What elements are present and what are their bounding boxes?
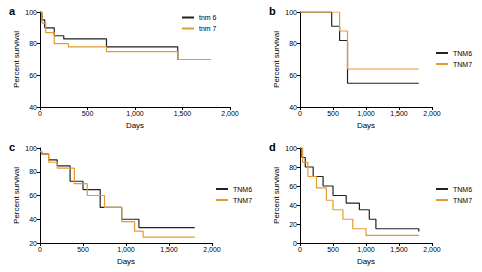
svg-text:20: 20 <box>289 221 297 228</box>
svg-text:60: 60 <box>289 72 297 79</box>
svg-text:TNM6: TNM6 <box>453 186 472 193</box>
svg-text:TNM7: TNM7 <box>453 197 472 204</box>
svg-text:1,500: 1,500 <box>174 110 192 117</box>
svg-text:1,000: 1,000 <box>126 110 144 117</box>
svg-text:tnm 6: tnm 6 <box>199 14 217 21</box>
svg-text:a: a <box>9 5 16 17</box>
svg-text:1,500: 1,500 <box>160 246 178 253</box>
svg-text:20: 20 <box>29 240 37 247</box>
svg-text:40: 40 <box>289 104 297 111</box>
svg-text:0: 0 <box>298 246 302 253</box>
svg-text:80: 80 <box>29 168 37 175</box>
svg-text:TNM7: TNM7 <box>453 61 472 68</box>
svg-text:Percent survival: Percent survival <box>12 167 21 224</box>
svg-text:1,000: 1,000 <box>357 110 375 117</box>
svg-text:0: 0 <box>38 110 42 117</box>
svg-text:60: 60 <box>29 72 37 79</box>
svg-text:0: 0 <box>38 246 42 253</box>
svg-text:60: 60 <box>289 183 297 190</box>
svg-text:2,000: 2,000 <box>221 110 239 117</box>
svg-text:Percent survival: Percent survival <box>272 167 281 224</box>
svg-text:80: 80 <box>289 164 297 171</box>
svg-text:0: 0 <box>298 110 302 117</box>
svg-text:TNM6: TNM6 <box>233 186 252 193</box>
svg-text:0: 0 <box>293 240 297 247</box>
svg-text:1,500: 1,500 <box>390 246 408 253</box>
svg-text:tnm 7: tnm 7 <box>199 25 217 32</box>
svg-text:500: 500 <box>327 246 339 253</box>
svg-text:Percent survival: Percent survival <box>272 31 281 88</box>
svg-text:Days: Days <box>357 121 375 130</box>
svg-text:100: 100 <box>25 145 37 152</box>
svg-text:1,000: 1,000 <box>357 246 375 253</box>
svg-text:500: 500 <box>327 110 339 117</box>
svg-text:c: c <box>9 141 15 153</box>
svg-text:40: 40 <box>29 104 37 111</box>
svg-text:b: b <box>269 5 276 17</box>
svg-text:40: 40 <box>29 216 37 223</box>
svg-text:40: 40 <box>289 202 297 209</box>
svg-text:500: 500 <box>82 110 94 117</box>
svg-text:Days: Days <box>357 257 375 266</box>
svg-text:Percent survival: Percent survival <box>12 31 21 88</box>
svg-text:2,000: 2,000 <box>423 110 441 117</box>
svg-text:d: d <box>269 141 276 153</box>
svg-text:100: 100 <box>25 9 37 16</box>
svg-text:Days: Days <box>126 121 144 130</box>
svg-text:Days: Days <box>117 257 135 266</box>
svg-text:2,000: 2,000 <box>203 246 221 253</box>
svg-text:2,000: 2,000 <box>423 246 441 253</box>
svg-text:1,500: 1,500 <box>390 110 408 117</box>
svg-text:TNM7: TNM7 <box>233 197 252 204</box>
svg-text:100: 100 <box>285 145 297 152</box>
svg-text:80: 80 <box>29 40 37 47</box>
svg-text:80: 80 <box>289 40 297 47</box>
svg-text:500: 500 <box>77 246 89 253</box>
svg-text:1,000: 1,000 <box>117 246 135 253</box>
svg-text:100: 100 <box>285 9 297 16</box>
svg-text:60: 60 <box>29 192 37 199</box>
svg-text:TNM6: TNM6 <box>453 50 472 57</box>
